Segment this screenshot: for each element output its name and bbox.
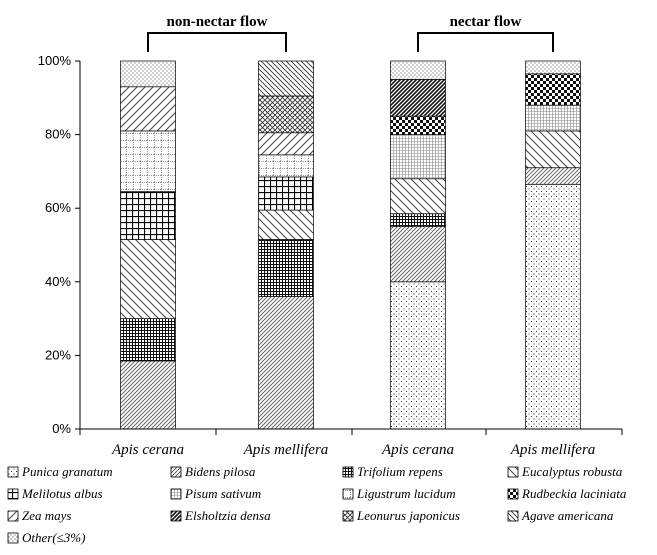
bar-segment-2-eucalyptus-robusta: [258, 209, 314, 240]
legend-swatch-melilotus-albus: [7, 488, 19, 500]
legend-label-melilotus-albus: Melilotus albus: [21, 486, 103, 501]
bar-segment-2-agave-americana: [258, 60, 314, 97]
bars-layer: [120, 60, 581, 430]
group-bracket-non-nectar-flow: [147, 32, 287, 52]
y-tick-label: 80%: [45, 127, 71, 142]
legend-swatch-trifolium-repens: [342, 466, 354, 478]
legend: Punica granatum Bidens pilosa Trifolium re…: [7, 464, 627, 545]
legend-label-zea-mays: Zea mays: [22, 508, 71, 523]
legend-swatch-eucalyptus-robusta: [507, 466, 519, 478]
x-category-label: Apis cerana: [111, 442, 184, 458]
group-label-nectar-flow: nectar flow: [450, 14, 522, 30]
legend-label-trifolium-repens: Trifolium repens: [357, 464, 443, 479]
bar-segment-3-punica-granatum: [390, 281, 446, 430]
bar-segment-1-bidens-pilosa: [120, 360, 176, 430]
bar-segment-3-bidens-pilosa: [390, 226, 446, 283]
bar-segment-2-bidens-pilosa: [258, 296, 314, 430]
bar-segment-4-punica-granatum: [525, 183, 581, 430]
bar-segment-4-bidens-pilosa: [525, 167, 581, 185]
legend-label-elsholtzia-densa: Elsholtzia densa: [184, 508, 271, 523]
bar-segment-4-pisum-sativum: [525, 104, 581, 132]
bar-segment-2-ligustrum-lucidum: [258, 154, 314, 178]
bar-segment-1-trifolium-repens: [120, 318, 176, 362]
legend-swatch-elsholtzia-densa: [170, 510, 182, 522]
axes-layer: 0% 20% 40% 60% 80% 100% Apis cerana Apis mellif…: [38, 53, 623, 458]
x-category-label: Apis mellifera: [243, 442, 329, 458]
x-category-label: Apis cerana: [381, 442, 454, 458]
bar-segment-3-trifolium-repens: [390, 213, 446, 227]
bar-segment-4-rudbeckia-laciniata: [525, 73, 581, 106]
legend-swatch-leonurus-japonicus: [342, 510, 354, 522]
bar-segment-3-eucalyptus-robusta: [390, 178, 446, 215]
bar-segment-3-pisum-sativum: [390, 134, 446, 180]
bar-segment-2-zea-mays: [258, 132, 314, 156]
y-tick-label: 40%: [45, 274, 71, 289]
y-tick-label: 60%: [45, 200, 71, 215]
group-brackets-layer: non-nectar flow nectar flow: [147, 14, 554, 52]
bar-segment-3-rudbeckia-laciniata: [390, 115, 446, 135]
legend-swatch-pisum-sativum: [170, 488, 182, 500]
legend-label-rudbeckia-laciniata: Rudbeckia laciniata: [521, 486, 627, 501]
y-tick-label: 20%: [45, 347, 71, 362]
group-bracket-nectar-flow: [417, 32, 554, 52]
bar-segment-2-melilotus-albus: [258, 176, 314, 211]
bar-segment-1-ligustrum-lucidum: [120, 130, 176, 192]
legend-label-other-3: Other(≤3%): [22, 530, 85, 545]
bar-segment-1-eucalyptus-robusta: [120, 239, 176, 319]
legend-swatch-bidens-pilosa: [170, 466, 182, 478]
bar-segment-1-other-3: [120, 60, 176, 88]
bar-segment-1-melilotus-albus: [120, 191, 176, 240]
legend-label-ligustrum-lucidum: Ligustrum lucidum: [356, 486, 456, 501]
y-tick-label: 0%: [52, 421, 71, 436]
bar-segment-3-other-3: [390, 60, 446, 80]
bar-segment-3-elsholtzia-densa: [390, 79, 446, 117]
bar-segment-2-trifolium-repens: [258, 239, 314, 297]
legend-swatch-zea-mays: [7, 510, 19, 522]
legend-label-eucalyptus-robusta: Eucalyptus robusta: [521, 464, 623, 479]
y-tick-label: 100%: [38, 53, 72, 68]
legend-label-bidens-pilosa: Bidens pilosa: [185, 464, 256, 479]
x-category-label: Apis mellifera: [510, 442, 596, 458]
bar-segment-1-zea-mays: [120, 86, 176, 132]
legend-label-punica-granatum: Punica granatum: [21, 464, 113, 479]
bar-segment-4-other-3: [525, 60, 581, 75]
legend-label-leonurus-japonicus: Leonurus japonicus: [356, 508, 460, 523]
bar-segment-4-eucalyptus-robusta: [525, 130, 581, 169]
legend-swatch-other-3: [7, 532, 19, 544]
legend-label-pisum-sativum: Pisum sativum: [184, 486, 261, 501]
legend-label-agave-americana: Agave americana: [521, 508, 614, 523]
legend-swatch-rudbeckia-laciniata: [507, 488, 519, 500]
bar-segment-2-leonurus-japonicus: [258, 95, 314, 134]
group-label-non-nectar-flow: non-nectar flow: [167, 14, 268, 30]
legend-swatch-agave-americana: [507, 510, 519, 522]
legend-swatch-punica-granatum: [7, 466, 19, 478]
legend-swatch-ligustrum-lucidum: [342, 488, 354, 500]
